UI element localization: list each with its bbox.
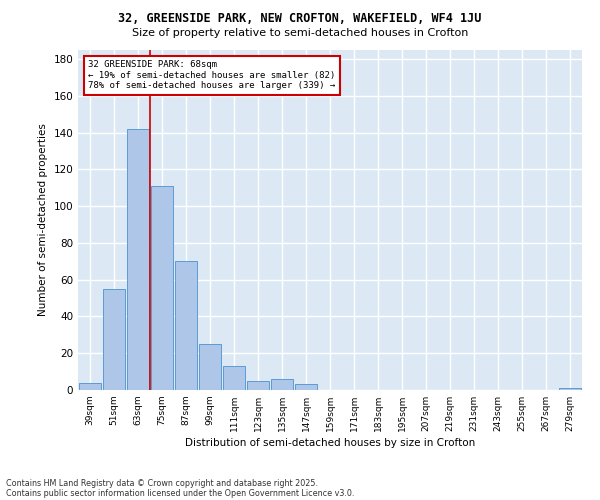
Text: Contains HM Land Registry data © Crown copyright and database right 2025.: Contains HM Land Registry data © Crown c… [6,478,318,488]
Text: Contains public sector information licensed under the Open Government Licence v3: Contains public sector information licen… [6,488,355,498]
Bar [559,388,581,390]
Bar [223,366,245,390]
Text: 32, GREENSIDE PARK, NEW CROFTON, WAKEFIELD, WF4 1JU: 32, GREENSIDE PARK, NEW CROFTON, WAKEFIE… [118,12,482,26]
Text: 32 GREENSIDE PARK: 68sqm
← 19% of semi-detached houses are smaller (82)
78% of s: 32 GREENSIDE PARK: 68sqm ← 19% of semi-d… [88,60,335,90]
Bar [127,129,149,390]
Y-axis label: Number of semi-detached properties: Number of semi-detached properties [38,124,48,316]
Bar [151,186,173,390]
Bar [295,384,317,390]
Bar [199,344,221,390]
Bar [175,262,197,390]
Bar [103,289,125,390]
Bar [271,379,293,390]
X-axis label: Distribution of semi-detached houses by size in Crofton: Distribution of semi-detached houses by … [185,438,475,448]
Bar [247,381,269,390]
Bar [79,382,101,390]
Text: Size of property relative to semi-detached houses in Crofton: Size of property relative to semi-detach… [132,28,468,38]
